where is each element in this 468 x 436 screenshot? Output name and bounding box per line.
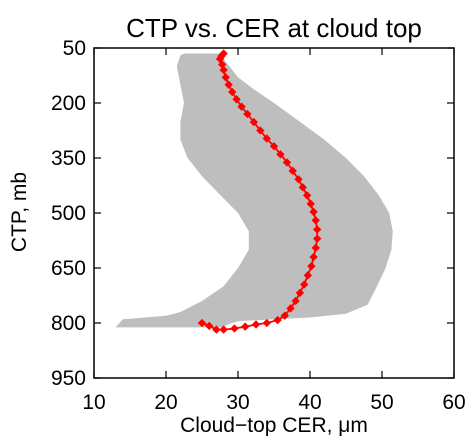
series-point (273, 315, 282, 325)
series-point (219, 65, 228, 75)
series-point (313, 225, 322, 234)
x-tick-label: 40 (298, 391, 321, 414)
series-point (294, 175, 303, 184)
series-point (302, 191, 312, 200)
series-point (230, 324, 239, 333)
series-point (276, 150, 285, 159)
series-point (295, 288, 305, 298)
y-tick-label: 350 (51, 147, 86, 170)
series-point (251, 320, 261, 329)
series-point (307, 262, 316, 271)
shaded-region-layer (115, 53, 393, 328)
series-point (219, 325, 228, 334)
series-point (269, 142, 279, 151)
series-point (309, 252, 318, 262)
series-point (309, 207, 318, 217)
series-point (232, 95, 241, 104)
y-tick-label: 200 (51, 92, 86, 115)
series-layer (197, 49, 322, 334)
x-tick-label: 20 (154, 391, 177, 414)
series-point (237, 102, 246, 111)
y-tick-label: 950 (51, 367, 86, 390)
x-tick-label: 60 (442, 391, 465, 414)
ticks-layer: 10 20 30 40 50 60 50 200 350 500 650 800 950 (51, 37, 466, 414)
series-point (256, 126, 265, 135)
series-point (241, 322, 250, 331)
chart-title: CTP vs. CER at cloud top (126, 13, 422, 43)
series-point (249, 117, 259, 127)
series-point (311, 216, 320, 225)
series-point (212, 325, 221, 334)
y-axis-label: CTP, mb (8, 172, 31, 252)
series-point (228, 87, 237, 97)
x-tick-label: 10 (82, 391, 105, 414)
x-tick-label: 30 (226, 391, 249, 414)
series-point (306, 199, 315, 208)
series-point (303, 271, 313, 280)
series-point (280, 311, 289, 320)
series-point (298, 183, 307, 192)
y-tick-label: 500 (51, 202, 86, 225)
y-tick-label: 50 (63, 37, 86, 60)
series-point (288, 166, 297, 175)
series-point (282, 158, 292, 167)
y-tick-label: 800 (51, 312, 86, 335)
series-point (311, 243, 320, 252)
series-point (221, 73, 230, 82)
series-point (205, 321, 214, 331)
shaded-envelope (115, 53, 393, 328)
x-axis-label: Cloud−top CER, μm (180, 414, 368, 436)
y-tick-label: 650 (51, 257, 86, 280)
series-point (313, 234, 322, 243)
series-point (286, 304, 295, 313)
series-point (291, 296, 300, 306)
x-tick-label: 50 (370, 391, 393, 414)
series-point (243, 109, 252, 119)
series-point (262, 318, 271, 328)
series-point (300, 280, 309, 289)
series-point (197, 318, 207, 328)
series-point (224, 80, 233, 89)
series-point (262, 134, 271, 143)
